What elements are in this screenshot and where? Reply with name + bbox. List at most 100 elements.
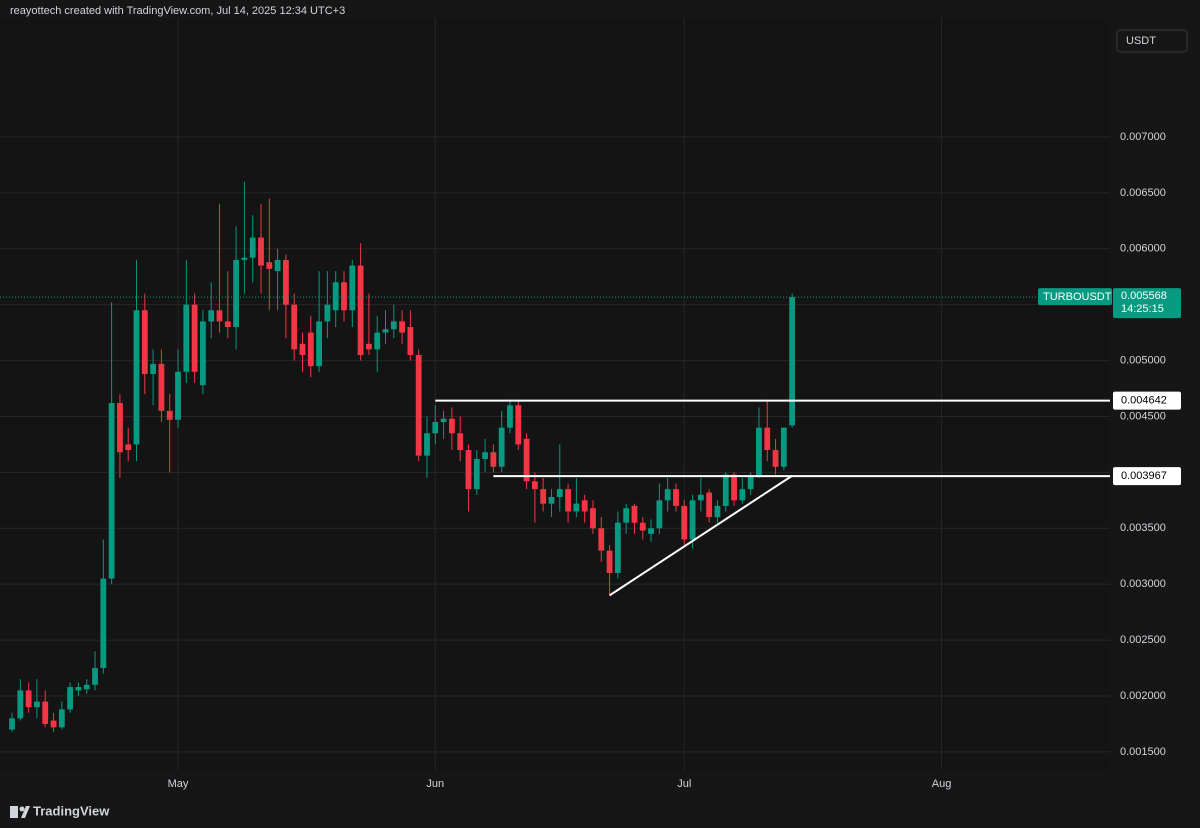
candle-body — [117, 403, 123, 453]
x-tick-label: Aug — [932, 778, 952, 790]
candle-body — [780, 427, 787, 467]
candle-body — [440, 418, 447, 423]
level-label: 0.003967 — [1121, 470, 1167, 482]
candle-body — [382, 329, 389, 333]
candle-body — [291, 304, 298, 350]
candle-body — [349, 265, 356, 311]
candle-body — [357, 265, 364, 355]
candle-body — [722, 474, 729, 506]
candle-body — [656, 500, 663, 529]
y-tick-label: 0.004500 — [1120, 410, 1166, 422]
candle-body — [108, 403, 115, 579]
candle-body — [697, 494, 704, 501]
candle-body — [673, 489, 679, 506]
candle-body — [598, 528, 605, 551]
candle-body — [274, 259, 281, 272]
candle-body — [606, 550, 613, 573]
symbol-box — [1038, 288, 1112, 306]
header: reayottech created with TradingView.com,… — [10, 5, 345, 17]
candle-body — [399, 321, 405, 333]
candle-body — [540, 489, 547, 504]
candle-body — [448, 418, 455, 434]
candle-body — [565, 489, 571, 512]
candle-body — [258, 237, 264, 266]
candle-body — [664, 489, 671, 501]
candle-body — [731, 474, 737, 501]
candle-body — [415, 354, 422, 456]
candle-body — [233, 259, 240, 328]
candle-body — [764, 427, 771, 451]
y-tick-label: 0.003500 — [1120, 522, 1166, 534]
candle-body — [75, 687, 82, 691]
candle-body — [465, 450, 472, 490]
candle-body — [307, 332, 314, 367]
candle-body — [332, 282, 339, 311]
candle-body — [34, 701, 40, 708]
y-tick-label: 0.002500 — [1120, 634, 1166, 646]
candle-body — [648, 528, 654, 534]
candle-body — [175, 371, 181, 420]
candle-body — [83, 684, 90, 690]
candle-body — [224, 321, 231, 328]
candle-body — [324, 304, 331, 322]
level-label-box — [1113, 467, 1181, 486]
plot-area — [0, 18, 1110, 770]
candle-body — [482, 452, 488, 459]
y-tick-label: 0.002000 — [1120, 690, 1166, 702]
candle-body — [531, 481, 538, 490]
candle-body — [772, 450, 779, 467]
x-tick-label: Jul — [677, 778, 691, 790]
candle-body — [365, 343, 372, 350]
candle-body — [316, 321, 323, 367]
y-tick-label: 0.001500 — [1120, 746, 1166, 758]
candle-body — [631, 505, 638, 523]
candle-body — [614, 522, 621, 573]
candle-body — [249, 237, 256, 258]
candle-body — [747, 475, 754, 490]
candle-body — [100, 578, 107, 669]
candle-body — [681, 505, 688, 540]
candle-body — [490, 452, 497, 467]
candle-body — [216, 310, 223, 322]
candle-body — [25, 690, 32, 708]
candle-body — [282, 259, 289, 305]
candle-body — [523, 438, 530, 482]
price-box — [1113, 288, 1181, 319]
candle-body — [42, 701, 49, 724]
x-tick-label: Jun — [426, 778, 444, 790]
candle-body — [208, 310, 215, 322]
candle-body — [374, 332, 381, 350]
candle-body — [67, 687, 74, 710]
candle-body — [50, 720, 57, 728]
candle-body — [424, 433, 430, 456]
candle-body — [191, 304, 198, 372]
candle-body — [141, 310, 148, 374]
currency-box — [1116, 29, 1188, 53]
y-tick-label: 0.007000 — [1120, 131, 1166, 143]
y-tick-label: 0.006500 — [1120, 187, 1166, 199]
candle-body — [515, 405, 522, 445]
candle-body — [341, 282, 347, 311]
candle-body — [200, 321, 206, 386]
y-tick-label: 0.003000 — [1120, 578, 1166, 590]
candle-body — [739, 489, 746, 501]
brand-logo — [10, 806, 30, 818]
candle-body — [166, 410, 173, 420]
brand: TradingView — [33, 803, 110, 818]
candle-body — [689, 500, 696, 540]
candle-body — [498, 427, 505, 467]
candle-body — [706, 492, 713, 518]
candle-body — [556, 489, 563, 497]
candle-body — [623, 508, 630, 523]
candle-body — [241, 257, 248, 260]
candle-body — [581, 500, 588, 512]
candle-body — [590, 508, 596, 529]
candle-body — [407, 327, 414, 355]
candle-body — [125, 444, 132, 451]
countdown: 14:25:15 — [1121, 303, 1164, 315]
candle-body — [573, 503, 580, 512]
candle-body — [92, 668, 98, 685]
candle-body — [150, 363, 157, 374]
y-tick-label: 0.005000 — [1120, 354, 1166, 366]
